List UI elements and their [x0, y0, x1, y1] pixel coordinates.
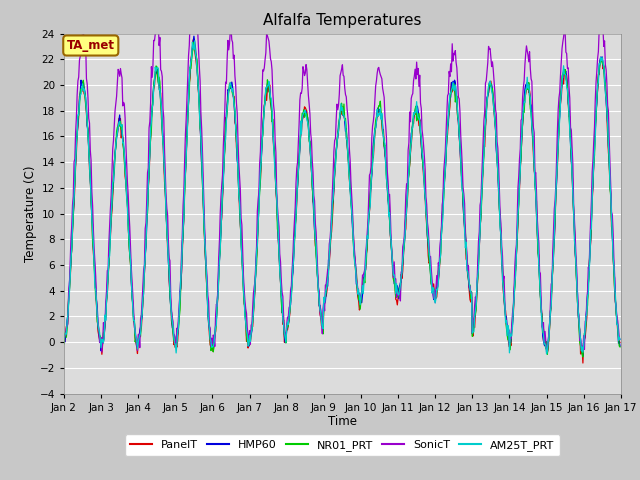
Title: Alfalfa Temperatures: Alfalfa Temperatures	[263, 13, 422, 28]
Text: TA_met: TA_met	[67, 39, 115, 52]
X-axis label: Time: Time	[328, 415, 357, 429]
Y-axis label: Temperature (C): Temperature (C)	[24, 165, 37, 262]
Legend: PanelT, HMP60, NR01_PRT, SonicT, AM25T_PRT: PanelT, HMP60, NR01_PRT, SonicT, AM25T_P…	[125, 434, 560, 456]
